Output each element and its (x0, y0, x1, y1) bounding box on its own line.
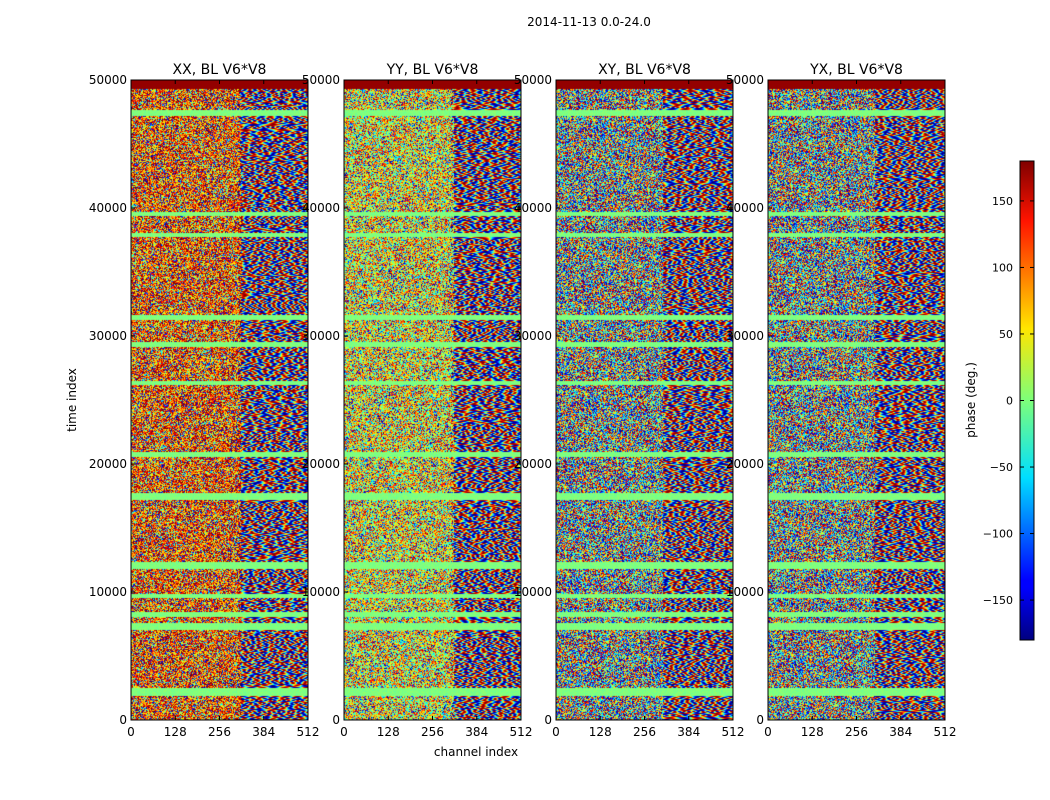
x-axis-label: channel index (434, 745, 518, 759)
y-tick-label: 50000 (302, 73, 340, 87)
y-tick-label: 30000 (514, 329, 552, 343)
heatmap-image (768, 80, 945, 720)
y-tick-label: 40000 (726, 201, 764, 215)
y-tick-label: 20000 (514, 457, 552, 471)
heatmap-image (344, 80, 521, 720)
x-tick-label: 256 (633, 725, 656, 739)
y-tick-label: 0 (332, 713, 340, 727)
panel-xx: XX, BL V6*V8 0 128 256 384 512 0 10000 20000 3000… (89, 62, 320, 739)
x-tick-label: 512 (510, 725, 533, 739)
panel-xy: XY, BL V6*V8 0 128 256 384 512 0 10000 20000 3000… (514, 62, 745, 739)
y-tick-label: 10000 (726, 585, 764, 599)
panel-title: XY, BL V6*V8 (598, 62, 691, 78)
y-tick-label: 50000 (89, 73, 127, 87)
y-tick-label: 20000 (726, 457, 764, 471)
colorbar-tick-label: 100 (992, 261, 1013, 274)
x-tick-label: 384 (889, 725, 912, 739)
heatmap-image (131, 80, 308, 720)
panel-title: YX, BL V6*V8 (809, 62, 903, 78)
colorbar-tick-label: −150 (983, 594, 1013, 607)
x-tick-label: 384 (252, 725, 275, 739)
x-tick-label: 512 (934, 725, 957, 739)
y-tick-label: 40000 (514, 201, 552, 215)
y-tick-label: 10000 (514, 585, 552, 599)
y-tick-label: 40000 (89, 201, 127, 215)
y-tick-label: 30000 (89, 329, 127, 343)
y-tick-label: 50000 (514, 73, 552, 87)
x-tick-label: 128 (164, 725, 187, 739)
colorbar: −150 −100 −50 0 50 100 150 phase (deg.) (964, 160, 1035, 641)
x-tick-label: 512 (297, 725, 320, 739)
x-tick-label: 128 (589, 725, 612, 739)
y-tick-label: 10000 (89, 585, 127, 599)
x-tick-label: 0 (127, 725, 135, 739)
x-tick-label: 384 (465, 725, 488, 739)
panels: XX, BL V6*V8 0 128 256 384 512 0 10000 20000 3000… (89, 62, 957, 739)
y-tick-label: 40000 (302, 201, 340, 215)
y-tick-label: 10000 (302, 585, 340, 599)
figure-suptitle: 2014-11-13 0.0-24.0 (527, 15, 651, 29)
y-tick-label: 30000 (302, 329, 340, 343)
panel-title: YY, BL V6*V8 (386, 62, 479, 78)
x-tick-label: 128 (377, 725, 400, 739)
colorbar-tick-label: −50 (990, 461, 1013, 474)
panel-yx: YX, BL V6*V8 0 128 256 384 512 0 10000 20000 3000… (726, 62, 957, 739)
y-tick-label: 50000 (726, 73, 764, 87)
y-tick-label: 0 (544, 713, 552, 727)
y-tick-label: 30000 (726, 329, 764, 343)
colorbar-ticks: −150 −100 −50 0 50 100 150 (983, 195, 1034, 607)
heatmap-image (556, 80, 733, 720)
panel-yy: YY, BL V6*V8 0 128 256 384 512 0 10000 20000 3000… (302, 62, 533, 739)
colorbar-label: phase (deg.) (964, 362, 978, 438)
y-axis-label: time index (65, 368, 79, 432)
x-tick-label: 256 (421, 725, 444, 739)
x-tick-label: 384 (677, 725, 700, 739)
x-tick-label: 128 (801, 725, 824, 739)
colorbar-tick-label: 50 (999, 328, 1013, 341)
panel-title: XX, BL V6*V8 (173, 62, 267, 78)
y-tick-label: 0 (119, 713, 127, 727)
colorbar-tick-label: −100 (983, 528, 1013, 541)
y-tick-label: 20000 (89, 457, 127, 471)
colorbar-tick-label: 0 (1006, 395, 1013, 408)
x-tick-label: 0 (764, 725, 772, 739)
x-tick-label: 256 (208, 725, 231, 739)
colorbar-tick-label: 150 (992, 195, 1013, 208)
y-tick-label: 0 (756, 713, 764, 727)
x-tick-label: 256 (845, 725, 868, 739)
x-tick-label: 0 (340, 725, 348, 739)
x-tick-label: 512 (722, 725, 745, 739)
x-tick-label: 0 (552, 725, 560, 739)
y-tick-label: 20000 (302, 457, 340, 471)
